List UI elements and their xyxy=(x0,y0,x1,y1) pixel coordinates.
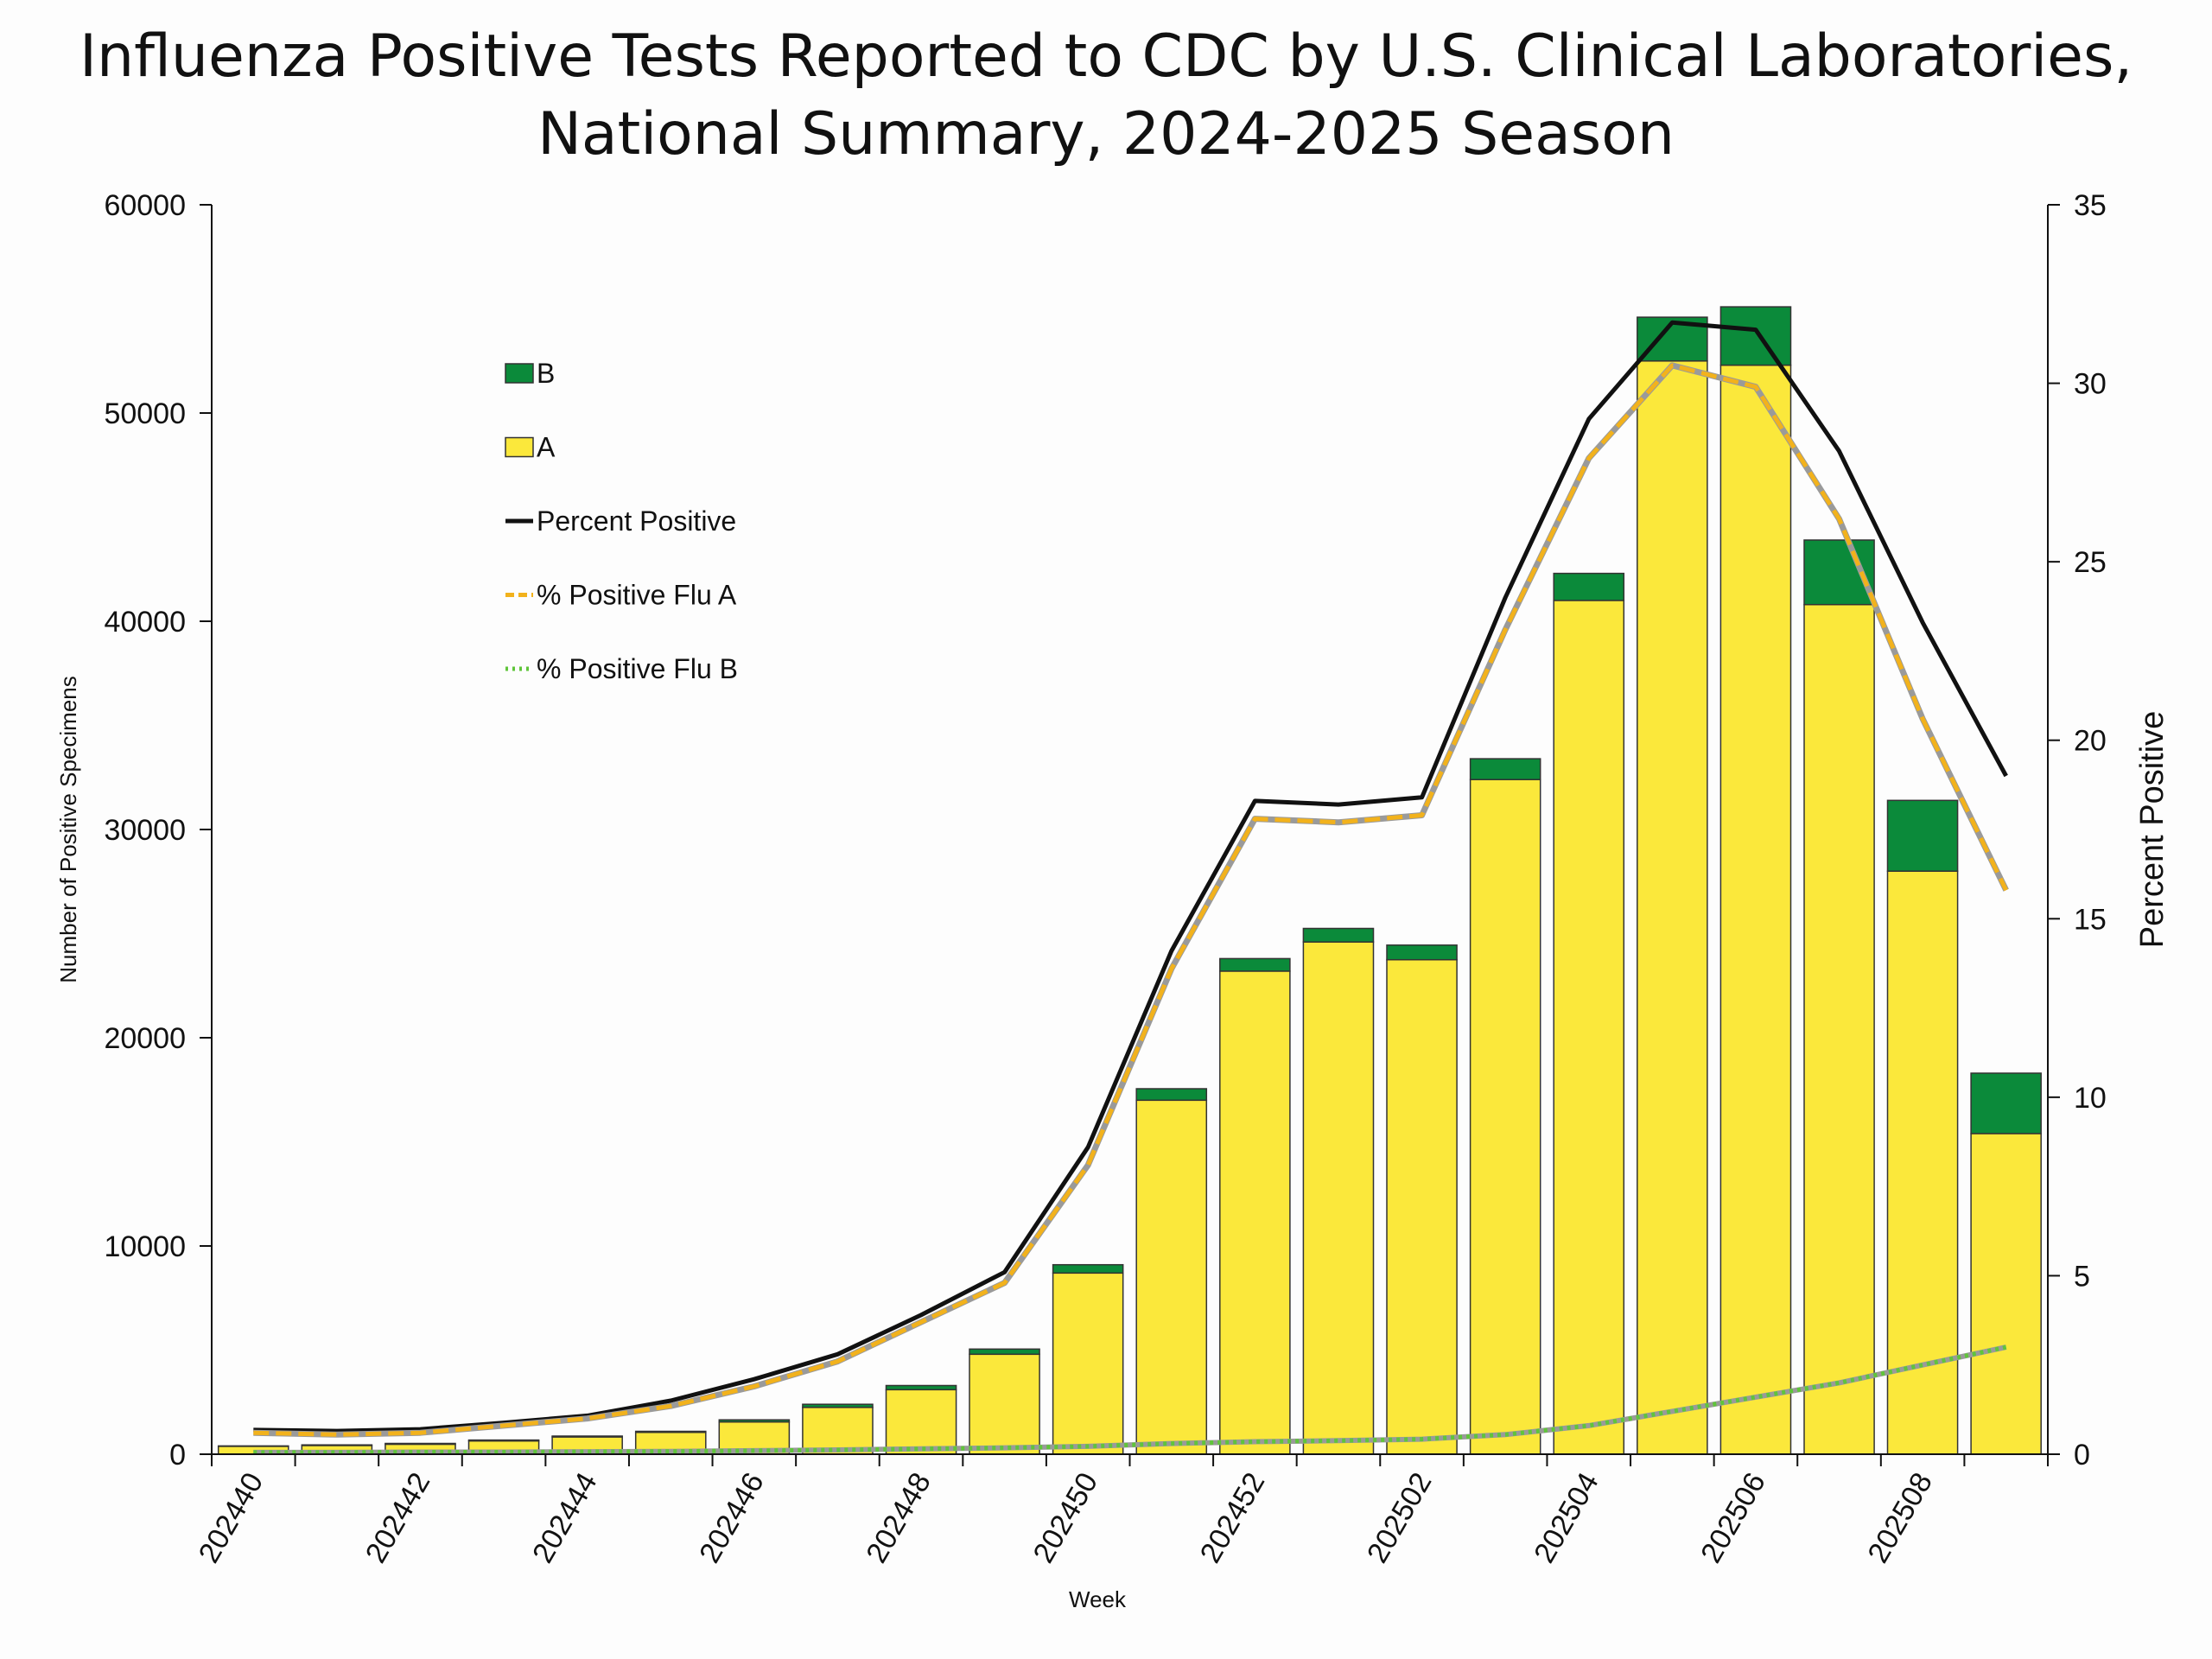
bar-a-202506 xyxy=(1719,364,1792,1455)
legend-percent-positive-label: Percent Positive xyxy=(537,505,736,537)
left-tick-label: 30000 xyxy=(104,814,186,847)
left-tick-label: 0 xyxy=(169,1439,186,1471)
x-tick-label: 202506 xyxy=(1694,1467,1772,1568)
x-tick-label: 202504 xyxy=(1528,1467,1605,1568)
x-tick-label: 202440 xyxy=(193,1467,270,1568)
legend-b-swatch xyxy=(505,363,534,384)
bar-a-202503 xyxy=(1469,779,1541,1455)
x-ticks: 202440 202442 202444 202446 202448 202450 2024… xyxy=(193,1454,2049,1568)
x-axis-title: Week xyxy=(1069,1586,1127,1612)
legend: B A Percent Positive % Positive Flu A % Posi… xyxy=(505,358,738,684)
bar-a-202452 xyxy=(1219,970,1291,1455)
bar-b-202445 xyxy=(634,1430,707,1433)
right-tick-label: 20 xyxy=(2074,725,2107,758)
bar-b-202509 xyxy=(1970,1072,2042,1135)
bar-a-202507 xyxy=(1803,603,1875,1455)
bar-b-202451 xyxy=(1135,1088,1208,1102)
right-tick-label: 30 xyxy=(2074,368,2107,401)
left-axis-title: Number of Positive Specimens xyxy=(55,676,81,982)
bar-b-202501 xyxy=(1302,927,1375,943)
legend-a-label: A xyxy=(537,432,556,463)
bar-a-202448 xyxy=(885,1389,957,1455)
x-tick-label: 202502 xyxy=(1361,1467,1439,1568)
bar-a-202501 xyxy=(1302,941,1375,1455)
legend-a-swatch xyxy=(505,436,534,458)
bar-a-202450 xyxy=(1052,1272,1124,1455)
bar-a-202447 xyxy=(802,1407,874,1455)
left-tick-label: 60000 xyxy=(104,189,186,222)
right-tick-label: 25 xyxy=(2074,546,2107,579)
bar-b-202442 xyxy=(385,1442,456,1446)
bar-layer xyxy=(217,306,2042,1455)
legend-b-label: B xyxy=(537,358,555,389)
legend-positive-flu-b-label: % Positive Flu B xyxy=(537,653,738,684)
line-layer xyxy=(253,320,2009,1455)
line-percent-positive-flu-b xyxy=(253,1344,2007,1455)
bar-b-202443 xyxy=(467,1439,540,1442)
bar-b-202506 xyxy=(1719,306,1792,366)
bar-b-202504 xyxy=(1553,572,1625,601)
bar-a-202502 xyxy=(1386,958,1458,1455)
left-tick-label: 40000 xyxy=(104,606,186,639)
bar-b-202441 xyxy=(301,1444,373,1446)
bar-b-202502 xyxy=(1386,944,1458,961)
bar-b-202449 xyxy=(969,1348,1040,1356)
x-tick-label: 202448 xyxy=(860,1467,938,1568)
x-tick-label: 202444 xyxy=(526,1467,604,1568)
bar-a-202509 xyxy=(1970,1133,2042,1455)
right-axis-title: Percent Positive xyxy=(2134,711,2171,949)
bar-b-202446 xyxy=(718,1419,791,1423)
right-tick-label: 35 xyxy=(2074,189,2107,222)
legend-positive-flu-a-label: % Positive Flu A xyxy=(537,580,737,611)
bar-a-202451 xyxy=(1135,1099,1208,1455)
x-tick-label: 202446 xyxy=(693,1467,771,1568)
right-tick-label: 5 xyxy=(2074,1260,2090,1293)
bar-b-202452 xyxy=(1219,957,1291,972)
right-tick-label: 15 xyxy=(2074,903,2107,936)
right-tick-label: 10 xyxy=(2074,1082,2107,1115)
line-percent-positive-flu-a xyxy=(253,363,2008,1437)
left-tick-label: 50000 xyxy=(104,397,186,430)
left-tick-label: 20000 xyxy=(104,1022,186,1055)
left-tick-label: 10000 xyxy=(104,1230,186,1263)
bar-b-202503 xyxy=(1469,758,1541,780)
right-y-ticks: 0 5 10 15 20 25 30 35 xyxy=(2048,189,2107,1471)
bar-b-202450 xyxy=(1052,1263,1124,1274)
x-tick-label: 202442 xyxy=(359,1467,437,1568)
bar-b-202447 xyxy=(802,1403,874,1408)
left-y-ticks: 0 10000 20000 30000 40000 50000 60000 xyxy=(104,189,212,1471)
bar-a-202504 xyxy=(1553,600,1625,1455)
chart-title-line-1: Influenza Positive Tests Reported to CDC… xyxy=(79,22,2133,91)
bar-b-202444 xyxy=(551,1435,623,1438)
x-tick-label: 202452 xyxy=(1194,1467,1272,1568)
x-tick-label: 202450 xyxy=(1027,1467,1104,1568)
chart-title-line-2: National Summary, 2024-2025 Season xyxy=(537,100,1675,168)
x-tick-label: 202508 xyxy=(1861,1467,1939,1568)
bar-b-202448 xyxy=(885,1384,957,1391)
bar-a-202449 xyxy=(969,1353,1040,1455)
bar-b-202508 xyxy=(1886,799,1959,872)
right-tick-label: 0 xyxy=(2074,1439,2090,1471)
bar-a-202505 xyxy=(1637,360,1708,1455)
